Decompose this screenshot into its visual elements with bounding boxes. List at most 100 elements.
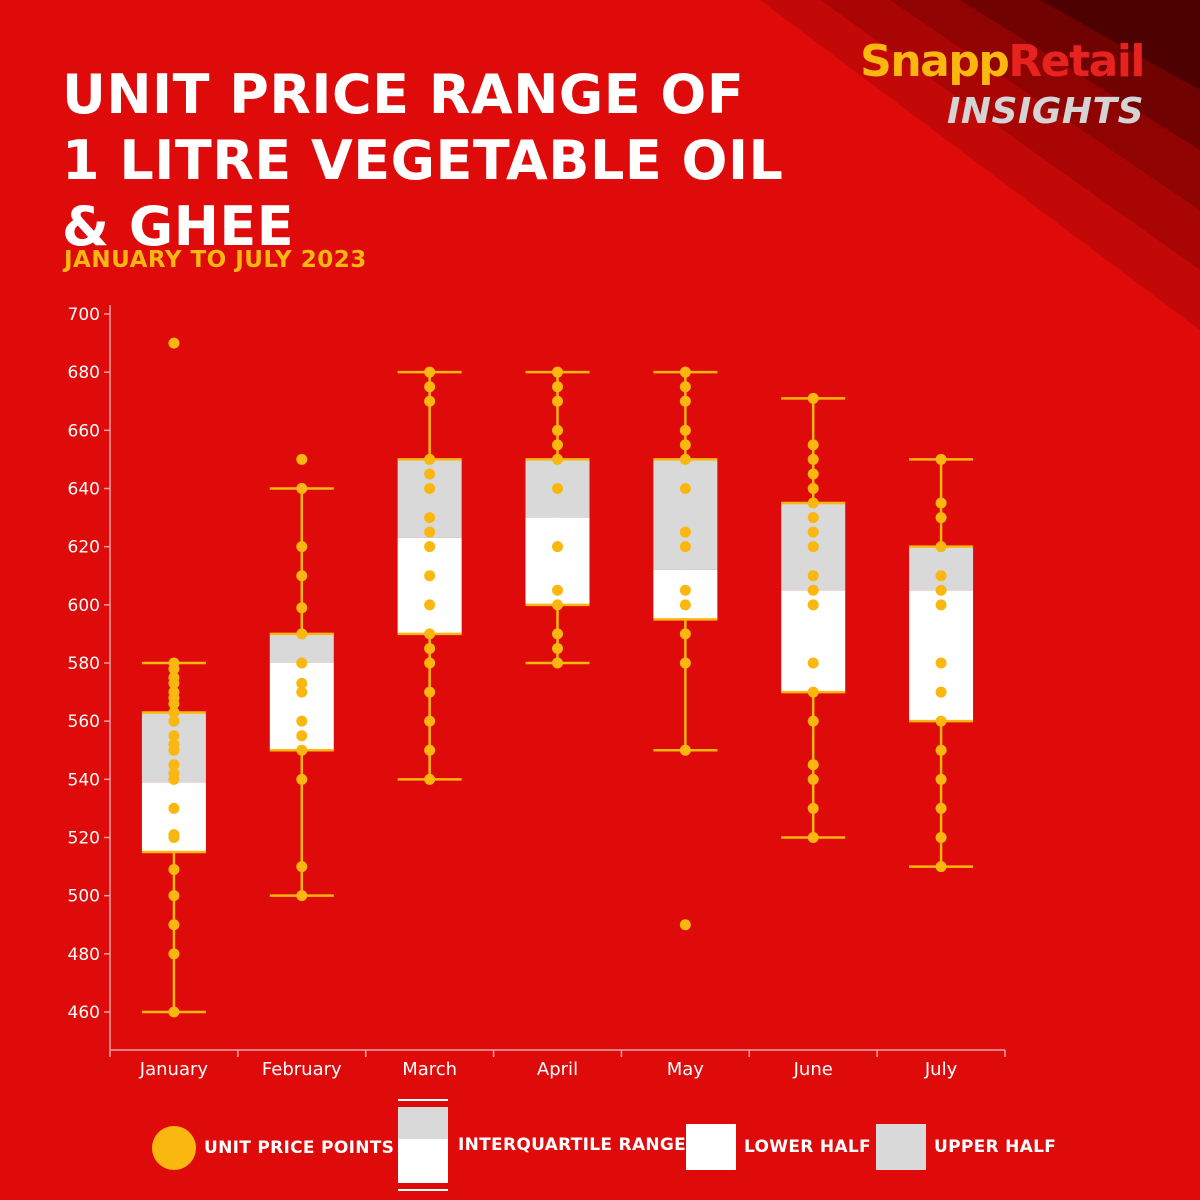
- price-point: [296, 890, 308, 902]
- price-point: [424, 744, 436, 756]
- swatch-cap-bottom: [398, 1189, 448, 1191]
- price-point: [679, 483, 691, 494]
- price-point: [807, 392, 819, 404]
- price-point: [424, 570, 436, 582]
- x-tick-label: April: [537, 1059, 578, 1080]
- price-point: [296, 744, 308, 756]
- price-point: [935, 715, 947, 727]
- x-tick-label: March: [402, 1059, 457, 1080]
- lower-half-swatch: [686, 1124, 736, 1170]
- y-tick-label: 660: [68, 421, 100, 441]
- chart-legend: UNIT PRICE POINTS INTERQUARTILE RANGE LO…: [0, 1099, 1200, 1195]
- price-point: [168, 802, 180, 814]
- price-point: [296, 570, 308, 582]
- price-point: [296, 861, 308, 873]
- y-tick-label: 580: [68, 654, 100, 674]
- price-point: [807, 759, 819, 771]
- x-tick-label: May: [667, 1059, 705, 1080]
- price-point: [935, 861, 947, 873]
- price-point: [168, 1006, 180, 1018]
- price-point: [807, 686, 819, 698]
- price-point: [807, 570, 819, 582]
- y-tick-label: 700: [68, 305, 100, 325]
- price-point: [296, 453, 308, 465]
- page-title: UNIT PRICE RANGE OF 1 LITRE VEGETABLE OI…: [62, 62, 783, 260]
- price-point: [679, 366, 691, 378]
- x-tick-label: July: [924, 1059, 958, 1080]
- legend-label-points: UNIT PRICE POINTS: [204, 1138, 395, 1158]
- price-point: [424, 381, 436, 393]
- price-point: [807, 526, 819, 538]
- price-point: [679, 584, 691, 596]
- price-point: [424, 366, 436, 378]
- price-point: [552, 584, 563, 596]
- legend-item-points: UNIT PRICE POINTS: [152, 1126, 394, 1170]
- y-tick-label: 520: [68, 829, 100, 849]
- price-point: [935, 497, 947, 509]
- price-point: [679, 526, 691, 538]
- box-upper-half: [909, 546, 974, 591]
- price-point: [552, 657, 563, 669]
- price-point: [424, 512, 436, 524]
- price-point: [935, 512, 947, 524]
- price-point: [168, 832, 180, 843]
- price-point: [679, 424, 691, 436]
- swatch-cap-top: [398, 1099, 448, 1101]
- legend-label-iqr: INTERQUARTILE RANGE: [458, 1135, 687, 1155]
- price-point: [424, 642, 436, 654]
- price-point: [168, 863, 180, 875]
- price-point: [424, 526, 436, 538]
- price-point: [168, 706, 180, 718]
- price-point: [296, 657, 308, 669]
- title-line-2: 1 LITRE VEGETABLE OIL: [62, 129, 784, 192]
- price-point: [552, 628, 563, 640]
- price-point: [296, 602, 308, 614]
- box-lower-half: [909, 590, 974, 722]
- y-tick-label: 540: [68, 770, 100, 790]
- price-point: [679, 439, 691, 451]
- price-point: [935, 570, 947, 582]
- price-point: [168, 759, 180, 771]
- brand-name: SnappRetail: [860, 36, 1145, 87]
- legend-label-upper: UPPER HALF: [934, 1137, 1057, 1157]
- price-point: [168, 715, 180, 727]
- price-point: [552, 395, 563, 407]
- price-point: [935, 657, 947, 669]
- box-upper-half: [653, 459, 718, 570]
- y-tick-label: 480: [68, 945, 100, 965]
- y-tick-label: 560: [68, 712, 100, 732]
- price-point: [807, 512, 819, 524]
- price-point: [424, 395, 436, 407]
- price-point: [807, 773, 819, 785]
- y-tick-label: 460: [68, 1003, 100, 1023]
- price-point: [168, 890, 180, 902]
- price-point: [424, 453, 436, 465]
- price-point: [552, 642, 563, 654]
- price-point: [552, 366, 563, 378]
- y-tick-label: 600: [68, 596, 100, 616]
- price-point: [679, 599, 691, 611]
- price-point: [679, 919, 691, 931]
- price-point: [807, 802, 819, 814]
- price-point: [679, 395, 691, 407]
- price-point: [679, 744, 691, 756]
- price-point: [935, 453, 947, 465]
- chart-subtitle: JANUARY TO JULY 2023: [64, 247, 367, 273]
- price-point: [552, 483, 563, 494]
- price-point: [424, 773, 436, 785]
- price-point: [935, 832, 947, 843]
- y-tick-label: 500: [68, 887, 100, 907]
- brand-logo: SnappRetail INSIGHTS: [860, 36, 1145, 132]
- price-point: [296, 483, 308, 494]
- price-point: [807, 439, 819, 451]
- price-point: [679, 381, 691, 393]
- price-point: [552, 453, 563, 465]
- price-point: [807, 832, 819, 843]
- boxplot-swatch-icon: [398, 1099, 448, 1191]
- price-point: [807, 453, 819, 465]
- price-point: [296, 677, 308, 689]
- price-point: [679, 657, 691, 669]
- box-plot-chart: 460 480 500 520 540 560 580 600 620 640 660 680 700 J…: [68, 305, 1006, 1080]
- price-point: [935, 744, 947, 756]
